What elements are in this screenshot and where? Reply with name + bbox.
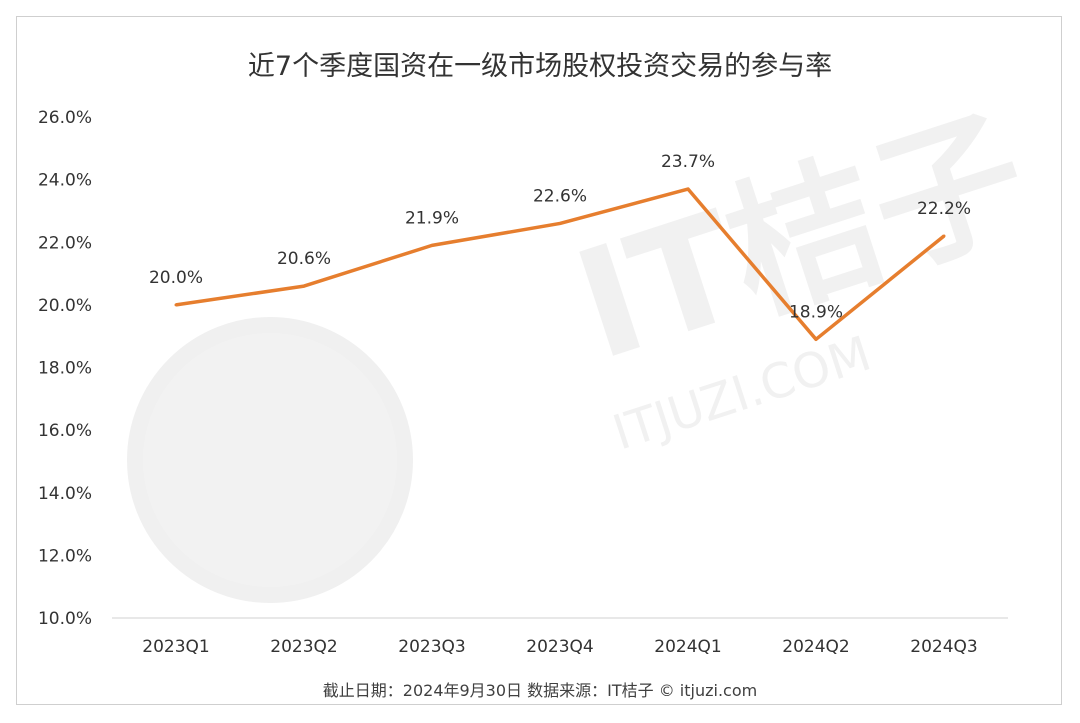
- x-tick-label: 2024Q3: [910, 637, 977, 657]
- y-tick-label: 26.0%: [38, 108, 92, 128]
- chart-footer: 截止日期：2024年9月30日 数据来源：IT桔子 © itjuzi.com: [322, 681, 758, 700]
- y-tick-label: 24.0%: [38, 171, 92, 191]
- data-point: [686, 187, 690, 191]
- data-labels: 20.0% 20.6% 21.9% 22.6% 23.7% 18.9% 22.2%: [149, 152, 971, 322]
- series-group: [174, 187, 946, 342]
- data-label: 18.9%: [789, 302, 843, 322]
- y-tick-label: 18.0%: [38, 359, 92, 379]
- y-tick-label: 22.0%: [38, 233, 92, 253]
- data-point: [430, 243, 434, 247]
- data-point: [302, 284, 306, 288]
- y-tick-label: 20.0%: [38, 296, 92, 316]
- x-tick-label: 2024Q2: [782, 637, 849, 657]
- data-label: 23.7%: [661, 152, 715, 172]
- watermark-orange-logo: [127, 317, 413, 603]
- x-tick-label: 2023Q4: [526, 637, 593, 657]
- data-label: 22.2%: [917, 199, 971, 219]
- data-point: [942, 234, 946, 238]
- data-label: 20.0%: [149, 268, 203, 288]
- data-label: 21.9%: [405, 208, 459, 228]
- axes: 10.0% 12.0% 14.0% 16.0% 18.0% 20.0% 22.0% 24.0%…: [38, 108, 1008, 657]
- x-tick-label: 2024Q1: [654, 637, 721, 657]
- chart-title: 近7个季度国资在一级市场股权投资交易的参与率: [247, 51, 833, 82]
- y-tick-label: 14.0%: [38, 484, 92, 504]
- y-tick-label: 12.0%: [38, 546, 92, 566]
- data-point: [814, 337, 818, 341]
- data-label: 20.6%: [277, 249, 331, 269]
- data-point: [174, 303, 178, 307]
- y-tick-label: 10.0%: [38, 609, 92, 629]
- watermark: IT桔子 ITJUZI.COM: [127, 87, 1047, 603]
- x-tick-label: 2023Q1: [142, 637, 209, 657]
- data-point: [558, 221, 562, 225]
- y-tick-label: 16.0%: [38, 421, 92, 441]
- x-tick-label: 2023Q2: [270, 637, 337, 657]
- x-tick-label: 2023Q3: [398, 637, 465, 657]
- data-label: 22.6%: [533, 186, 587, 206]
